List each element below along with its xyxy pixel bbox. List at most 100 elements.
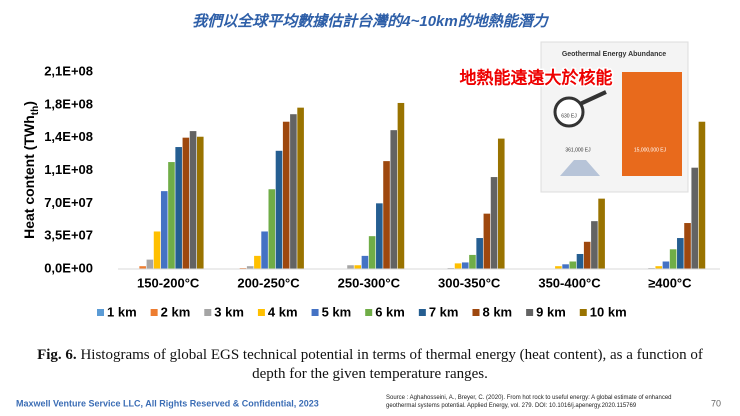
bar (139, 266, 146, 269)
bar (469, 254, 476, 269)
bar (153, 231, 161, 269)
x-tick-label: 350-400°C (538, 275, 601, 290)
legend-label: 9 km (536, 304, 566, 319)
legend-swatch (204, 309, 212, 316)
bar (598, 198, 605, 269)
inset-title: Geothermal Energy Abundance (562, 51, 666, 58)
bar (290, 114, 297, 269)
inset-bar (622, 72, 682, 176)
source: Source : Aghahosseini, A., Breyer, C. (2… (386, 395, 672, 409)
bar (583, 241, 591, 269)
caption: Fig. 6. Histograms of global EGS technic… (20, 346, 720, 384)
x-tick-label: 150-200°C (137, 275, 200, 290)
bar (669, 249, 677, 269)
inset-handle (579, 90, 607, 106)
y-tick-label: 1,1E+08 (44, 162, 93, 177)
x-tick-label: 300-350°C (438, 275, 501, 290)
bar (354, 265, 362, 269)
legend-swatch (472, 309, 480, 316)
bar (282, 121, 290, 269)
bar (175, 147, 182, 269)
caption-text: Histograms of global EGS technical poten… (76, 347, 703, 382)
bar (376, 203, 383, 269)
x-tick-label: 200-250°C (237, 275, 300, 290)
legend-label: 10 km (590, 304, 627, 319)
x-tick-label: 250-300°C (338, 275, 401, 290)
inset-label: 361,000 EJ (565, 147, 591, 153)
bar (383, 161, 390, 269)
inset-image: Geothermal Energy Abundance 630 EJ 361,0… (540, 41, 689, 193)
y-tick-label: 3,5E+07 (44, 228, 93, 243)
legend-label: 6 km (375, 304, 405, 319)
bar (476, 238, 483, 269)
bar (591, 221, 598, 269)
bar (684, 223, 691, 269)
y-axis-label: Heat content (TWhth) (21, 101, 41, 239)
y-label-end: ) (21, 101, 37, 106)
annotation: 地熱能遠遠大於核能 (460, 67, 613, 87)
bar (655, 266, 663, 269)
bar (397, 102, 405, 269)
bar (562, 264, 569, 269)
bar (390, 130, 398, 269)
inset-shape (560, 160, 600, 176)
y-tick-label: 1,8E+08 (44, 96, 93, 111)
page-number: 70 (711, 398, 721, 408)
bar (182, 137, 190, 269)
bar (698, 121, 706, 269)
inset-label: 630 EJ (561, 113, 577, 119)
legend-label: 3 km (214, 304, 244, 319)
bar (555, 266, 562, 269)
slide-title: 我們以全球平均數據估計台灣的4~10km的地熱能潛力 (192, 12, 549, 30)
bar (189, 131, 197, 269)
y-tick-label: 0,0E+00 (44, 260, 93, 275)
footer-company: Maxwell Venture Service LLC, All Rights … (16, 398, 319, 408)
bar (569, 261, 577, 269)
legend-swatch (365, 309, 373, 316)
bar (160, 191, 168, 269)
legend-swatch (526, 309, 534, 316)
bar (691, 167, 699, 269)
bar (677, 238, 684, 269)
bar (254, 255, 261, 269)
bar (490, 177, 498, 269)
bar (297, 107, 304, 270)
y-tick-label: 2,1E+08 (44, 63, 93, 78)
bar (662, 261, 670, 269)
y-label-main: Heat content (TWh (21, 115, 37, 239)
legend-label: 4 km (268, 304, 298, 319)
bar (361, 255, 369, 269)
legend-label: 2 km (161, 304, 191, 319)
x-tick-label: ≥400°C (648, 275, 692, 290)
legend-swatch (150, 309, 158, 316)
legend-swatch (579, 309, 587, 316)
bar (483, 213, 491, 269)
legend-label: 5 km (322, 304, 352, 319)
bar (347, 265, 354, 269)
y-label-sub: th (30, 106, 41, 115)
bar (246, 266, 254, 269)
bar (275, 150, 283, 269)
bar (168, 162, 175, 269)
y-tick-label: 1,4E+08 (44, 129, 93, 144)
legend-swatch (97, 309, 104, 316)
y-tick-label: 7,0E+07 (44, 195, 93, 210)
bar (461, 262, 469, 269)
bar (368, 236, 376, 269)
legend-label: 1 km (107, 304, 137, 319)
bar (454, 263, 462, 269)
inset-label: 15,000,000 EJ (634, 147, 667, 153)
legend-swatch (418, 309, 426, 316)
bar (268, 189, 276, 269)
bar (576, 253, 584, 269)
bar (261, 231, 268, 269)
bar (497, 138, 505, 269)
legend-swatch (311, 309, 319, 316)
bar (196, 136, 204, 269)
legend-swatch (257, 309, 265, 316)
legend-label: 8 km (482, 304, 512, 319)
inset-magnifier (553, 96, 585, 128)
bar (146, 259, 154, 269)
